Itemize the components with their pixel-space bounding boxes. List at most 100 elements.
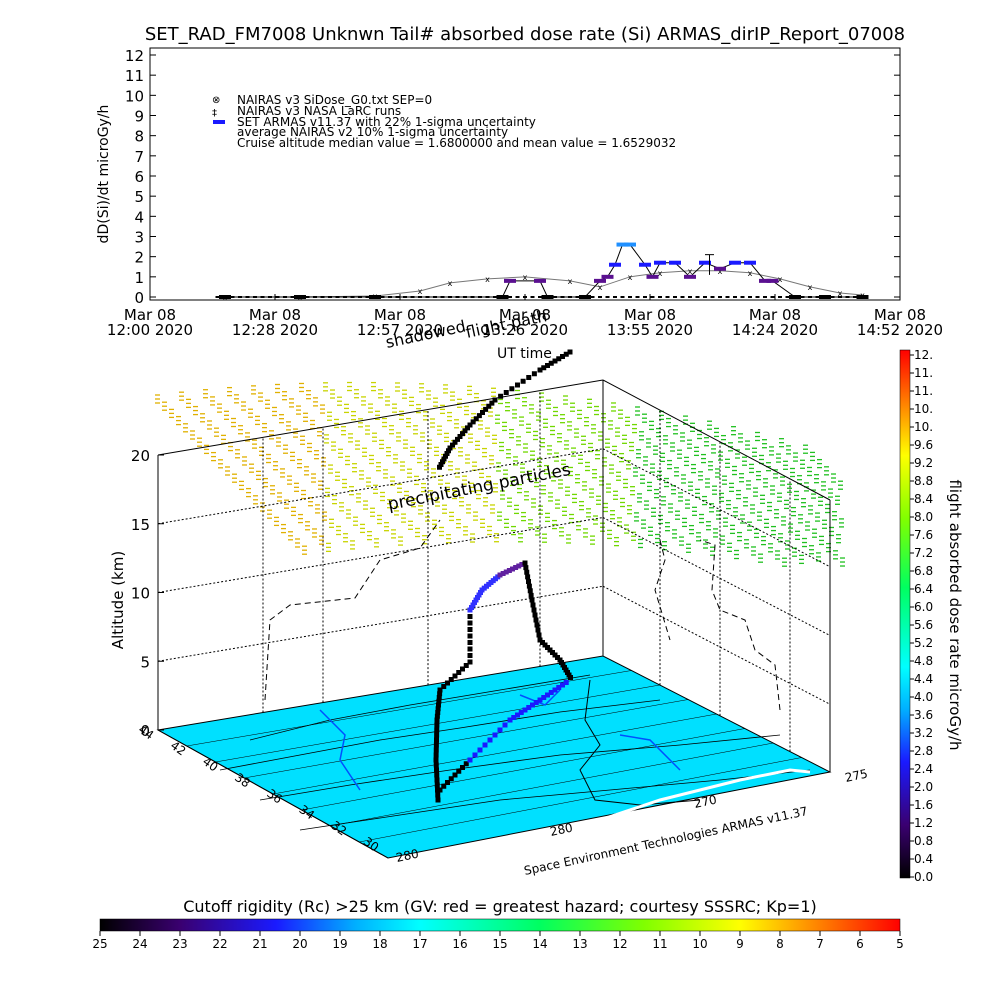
- rigidity-tick-label: 9: [736, 937, 744, 951]
- shadow-trace: [264, 519, 441, 701]
- data-point-baseline: [455, 296, 460, 298]
- flight-point: [434, 717, 440, 723]
- x-tick-label: 12:57 2020: [357, 321, 443, 339]
- data-point-armas: [766, 278, 779, 283]
- rigidity-tick-label: 20: [292, 937, 307, 951]
- legend-item-armas: SET ARMAS v11.37 with 22% 1-sigma uncert…: [237, 115, 536, 129]
- data-point-baseline: [388, 296, 392, 298]
- data-point-baseline: [553, 296, 557, 298]
- chart-title: SET_RAD_FM7008 Unknwn Tail# absorbed dos…: [145, 24, 905, 45]
- x-tick-label: Mar 08: [749, 306, 801, 324]
- flight-point: [463, 663, 469, 668]
- flight-point: [541, 695, 547, 700]
- flight-point: [450, 442, 455, 448]
- flight-point: [438, 462, 444, 467]
- legend-marker-larc: ‡: [212, 108, 217, 119]
- flight-point: [467, 422, 473, 428]
- timeseries-legend: ⊗ NAIRAS v3 SiDose_G0.txt SEP=0 ‡ NAIRAS…: [212, 93, 676, 150]
- data-point-baseline: [478, 296, 482, 298]
- flight-point: [441, 783, 447, 789]
- data-point-armas: [684, 274, 696, 279]
- data-point-baseline: [418, 296, 422, 298]
- flight-point: [456, 670, 462, 675]
- flight-point: [440, 459, 445, 465]
- data-point-baseline: [283, 296, 287, 298]
- data-point-baseline: [583, 296, 587, 298]
- flight-point: [467, 614, 473, 619]
- flight-point: [500, 571, 506, 576]
- data-point-baseline: [545, 296, 550, 298]
- flight-point: [492, 397, 498, 403]
- data-point-baseline: [605, 296, 610, 298]
- flight-point: [445, 680, 450, 686]
- data-point-baseline: [373, 296, 377, 298]
- flight-point: [436, 702, 441, 708]
- data-point-baseline: [515, 296, 520, 298]
- flight-point: [446, 448, 451, 454]
- flight-point: [563, 680, 569, 685]
- flight-point: [433, 742, 439, 748]
- data-point-baseline: [815, 296, 820, 298]
- flight-point: [452, 439, 458, 445]
- data-point-armas: [654, 260, 666, 265]
- flight-point: [489, 400, 495, 406]
- data-point-baseline: [508, 296, 512, 298]
- river: [619, 734, 681, 771]
- flight-point: [532, 612, 538, 618]
- flight-point: [482, 742, 488, 748]
- flight-point: [515, 382, 520, 388]
- flight-point: [433, 752, 439, 758]
- rigidity-tick-label: 6: [856, 937, 864, 951]
- altitude-gridline: [157, 585, 604, 662]
- data-point-baseline: [260, 296, 265, 298]
- flight-point: [497, 572, 503, 578]
- flight-point: [524, 569, 530, 575]
- timeseries-series: xxxxxxxxxxxxxxxxxx: [215, 242, 869, 302]
- data-point-baseline: [830, 296, 835, 298]
- flight-point: [467, 640, 473, 645]
- flight-point: [487, 737, 493, 743]
- altitude-gridline: [602, 585, 831, 705]
- data-point-nairas: x: [523, 273, 528, 282]
- data-point-baseline: [635, 296, 640, 298]
- data-point-baseline: [328, 296, 332, 298]
- data-point-baseline: [688, 296, 692, 298]
- lat-tick-label: 44: [136, 722, 157, 742]
- data-point-armas: [759, 278, 771, 283]
- data-point-baseline: [538, 296, 542, 298]
- dose-tick-label: 7.6: [914, 528, 933, 542]
- flight-point: [434, 713, 440, 719]
- dose-tick-label: 1.2: [914, 816, 933, 830]
- x-tick-label: 12:00 2020: [107, 321, 193, 339]
- flight-point: [434, 732, 440, 738]
- data-point-baseline: [860, 296, 865, 298]
- flight-point: [437, 687, 443, 693]
- flight-point: [520, 378, 526, 384]
- flight-point: [533, 617, 539, 623]
- data-point-baseline: [238, 296, 242, 298]
- dose-tick-label: 6.4: [914, 582, 933, 596]
- data-point-baseline: [703, 296, 707, 298]
- z-tick-label: 5: [140, 653, 150, 671]
- data-point-baseline: [215, 296, 220, 298]
- flight-point: [434, 727, 440, 733]
- data-point-baseline: [365, 296, 370, 298]
- shadow-trace: [654, 539, 671, 641]
- flight-point: [537, 367, 543, 373]
- flight-point: [467, 633, 473, 639]
- data-point-baseline: [778, 296, 782, 298]
- x-tick-label: 12:28 2020: [232, 321, 318, 339]
- data-point-nairas: x: [658, 269, 663, 278]
- map-gridline: [330, 742, 774, 827]
- state-border: [219, 699, 661, 771]
- data-point-baseline: [470, 296, 475, 298]
- data-point-baseline: [628, 296, 632, 298]
- flight-point: [507, 717, 513, 723]
- data-point-nairas: x: [808, 283, 813, 292]
- flight-point: [467, 757, 473, 763]
- data-point-baseline: [613, 296, 617, 298]
- flight-point: [526, 583, 532, 589]
- data-point-armas: [609, 262, 621, 267]
